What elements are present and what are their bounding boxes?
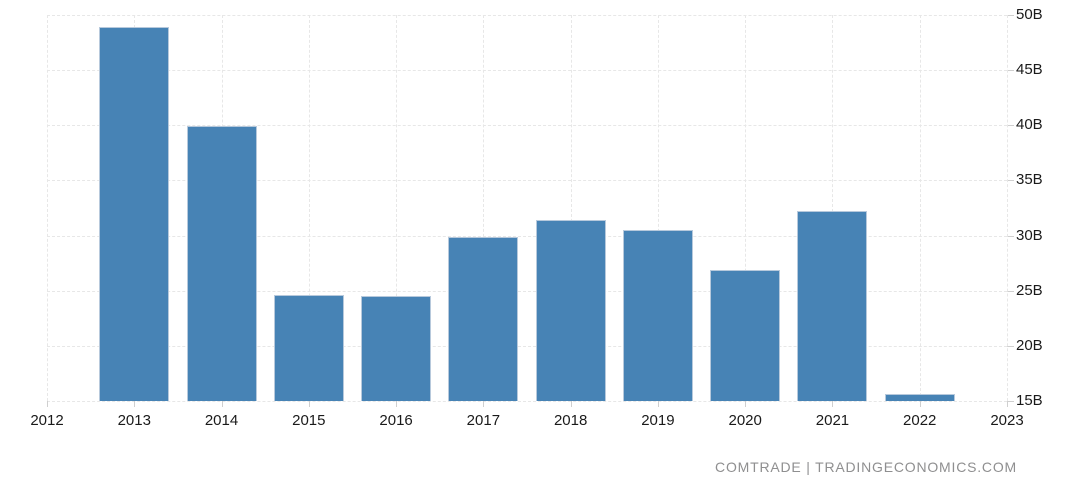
bar-2020[interactable]: [710, 270, 781, 401]
x-axis-tick: [483, 401, 485, 407]
x-axis-tick: [1007, 401, 1008, 407]
watermark: COMTRADE | TRADINGECONOMICS.COM: [715, 459, 1017, 475]
y-axis-label: 35B: [1016, 171, 1043, 189]
h-gridline: [47, 70, 1007, 72]
bar-2013[interactable]: [99, 27, 170, 401]
v-gridline: [1007, 15, 1008, 401]
x-axis-label: 2016: [379, 412, 413, 429]
v-gridline: [832, 15, 834, 401]
y-axis-label: 45B: [1016, 61, 1043, 79]
x-axis-label: 2022: [903, 412, 937, 429]
x-axis-tick: [47, 401, 48, 407]
y-axis-tick: [1007, 15, 1014, 16]
y-axis-label: 40B: [1016, 116, 1043, 134]
x-axis-tick: [221, 401, 223, 407]
bar-2014[interactable]: [186, 126, 257, 401]
x-axis-label: 2017: [466, 412, 501, 429]
x-axis-label: 2014: [204, 412, 239, 429]
v-gridline: [47, 15, 48, 401]
x-axis-tick: [308, 401, 310, 407]
y-axis-label: 30B: [1016, 226, 1043, 244]
h-gridline: [47, 235, 1007, 237]
x-axis-label: 2012: [30, 412, 64, 429]
v-gridline: [308, 15, 310, 401]
x-axis-label: 2013: [117, 412, 151, 429]
x-axis-label: 2020: [728, 412, 762, 429]
bar-2019[interactable]: [622, 230, 693, 401]
x-axis-tick: [396, 401, 398, 407]
plot-area: 50B 45B 40B 35B 30B 25B 20B 15B 2012 2013 2014 2015…: [30, 6, 1042, 429]
y-axis-tick: [1007, 401, 1014, 402]
v-gridline: [657, 15, 659, 401]
y-axis-label: 25B: [1016, 281, 1043, 299]
y-axis-tick: [1007, 180, 1014, 182]
y-axis-label: 50B: [1016, 6, 1043, 23]
x-axis-label: 2018: [553, 412, 588, 429]
h-gridline: [47, 15, 1007, 16]
x-axis-label: 2023: [990, 412, 1024, 429]
x-axis-tick: [832, 401, 834, 407]
x-axis-label: 2015: [292, 412, 326, 429]
x-axis-tick: [570, 401, 572, 407]
bar-2017[interactable]: [448, 237, 519, 401]
bar-2018[interactable]: [535, 220, 606, 401]
h-gridline: [47, 125, 1007, 127]
bar-2022[interactable]: [884, 394, 955, 401]
x-axis-label: 2019: [641, 412, 675, 429]
y-axis-label: 15B: [1016, 392, 1043, 409]
y-axis-tick: [1007, 70, 1014, 72]
x-axis-tick: [134, 401, 136, 407]
h-gridline: [47, 180, 1007, 182]
v-gridline: [483, 15, 485, 401]
v-gridline: [745, 15, 747, 401]
h-gridline: [47, 290, 1007, 292]
v-gridline: [396, 15, 398, 401]
x-axis-tick: [657, 401, 659, 407]
x-axis-tick: [919, 401, 921, 407]
h-gridline: [47, 345, 1007, 347]
x-axis-label: 2021: [815, 412, 850, 429]
y-axis-tick: [1007, 290, 1014, 292]
bar-2021[interactable]: [797, 211, 868, 401]
y-axis-label: 20B: [1016, 336, 1043, 354]
bar-2015[interactable]: [273, 295, 344, 401]
v-gridline: [919, 15, 921, 401]
y-axis-tick: [1007, 235, 1014, 237]
v-gridline: [570, 15, 572, 401]
bar-2016[interactable]: [361, 296, 432, 401]
y-axis-tick: [1007, 125, 1014, 127]
x-axis-tick: [745, 401, 747, 407]
h-gridline: [47, 401, 1007, 402]
y-axis-tick: [1007, 345, 1014, 347]
